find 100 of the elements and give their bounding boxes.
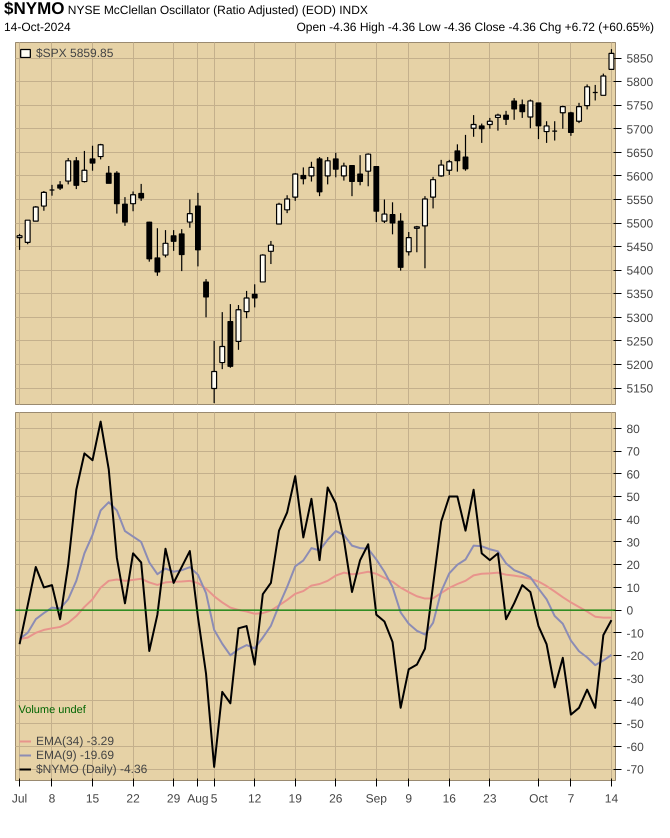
candlestick (470, 114, 477, 138)
candlestick (519, 98, 526, 119)
x-tick-label: 22 (126, 792, 140, 806)
candlestick (527, 98, 534, 129)
legend-label: EMA(34) -3.29 (36, 734, 114, 748)
candlestick (16, 233, 23, 250)
x-tick-label: Jul (12, 792, 28, 806)
candlestick (365, 152, 372, 187)
candlestick (106, 165, 112, 184)
candlestick (276, 202, 282, 225)
y-tick-label: 5800 (626, 75, 654, 90)
candlestick (536, 102, 542, 140)
y-tick-label: 10 (626, 580, 640, 595)
candlestick (381, 198, 388, 224)
candlestick (81, 150, 88, 184)
candlestick (219, 312, 226, 370)
candlestick (24, 220, 31, 245)
candlestick (211, 340, 218, 404)
candlestick (552, 120, 558, 142)
candlestick (40, 190, 47, 212)
candlestick (560, 105, 566, 130)
x-tick-label: 7 (568, 792, 575, 806)
x-tick-label: 29 (166, 792, 181, 806)
candlestick (122, 196, 128, 226)
x-tick-label: 5 (210, 792, 218, 806)
x-tick-label: 8 (48, 792, 56, 806)
candlestick (130, 190, 136, 212)
y-tick-label: 30 (626, 535, 640, 550)
legend-label: $SPX 5859.85 (36, 46, 114, 60)
x-tick-label: 16 (442, 792, 456, 806)
y-tick-label: 5150 (626, 382, 654, 396)
y-tick-label: 0 (626, 604, 634, 618)
candlestick (292, 172, 298, 202)
x-tick-label: Sep (366, 792, 388, 806)
candlestick (462, 134, 468, 172)
candlestick (414, 225, 420, 253)
candlestick (186, 198, 193, 228)
y-tick-label: 5400 (626, 264, 654, 278)
candlestick (406, 231, 412, 256)
candlestick (390, 202, 396, 235)
candlestick (454, 144, 460, 172)
y-tick-label: 5650 (626, 146, 654, 160)
y-tick-label: 5850 (626, 52, 654, 66)
candlestick (584, 84, 590, 110)
y-tick-label: -40 (626, 694, 644, 708)
candlestick (178, 228, 185, 272)
candlestick (430, 176, 436, 210)
y-tick-label: 5600 (626, 169, 654, 184)
y-tick-label: 80 (626, 422, 640, 436)
x-tick-label: 26 (329, 792, 343, 806)
chart-subtitle: NYSE McClellan Oscillator (Ratio Adjusted) (EOD) INDX (68, 3, 368, 17)
candlestick (494, 113, 501, 132)
candlestick (65, 157, 72, 185)
candlestick (592, 84, 598, 102)
candlestick (170, 230, 177, 252)
candlestick (486, 117, 493, 130)
candlestick (252, 284, 258, 308)
y-tick-label: 5500 (626, 216, 654, 231)
annotation: Volume undef (18, 704, 87, 716)
candlestick (511, 98, 518, 120)
candlestick (332, 152, 339, 178)
candlestick (576, 102, 582, 124)
candlestick (300, 166, 306, 185)
candlestick (244, 290, 250, 319)
y-tick-label: 5450 (626, 240, 654, 254)
y-tick-label: 20 (626, 558, 640, 572)
y-tick-label: 50 (626, 490, 640, 504)
y-tick-label: 5750 (626, 98, 654, 113)
candlestick (568, 111, 574, 136)
y-tick-label: 5250 (626, 334, 654, 348)
y-tick-label: 5300 (626, 310, 654, 325)
line-series (18, 501, 612, 666)
y-tick-label: -20 (626, 649, 644, 664)
candlestick (138, 183, 144, 202)
candlestick (446, 159, 452, 176)
candlestick (268, 240, 274, 265)
x-tick-label: 23 (483, 792, 497, 806)
candlestick (154, 228, 160, 276)
candlestick (324, 156, 331, 185)
y-tick-label: 5550 (626, 192, 654, 207)
y-tick-label: 40 (626, 512, 640, 527)
candlestick (600, 73, 606, 96)
candlestick (544, 120, 550, 144)
line-series (18, 570, 612, 640)
y-tick-label: -50 (626, 717, 644, 732)
candlestick (98, 143, 104, 160)
legend-label: EMA(9) -19.69 (36, 748, 114, 762)
y-tick-label: -10 (626, 626, 644, 640)
x-tick-label: 14 (604, 792, 618, 806)
candlestick (308, 161, 314, 182)
legend-label: $NYMO (Daily) -4.36 (36, 762, 148, 776)
text: Open -4.36 High -4.36 Low -4.36 Close -4.36 Chg +6.72 (+60.65%) (296, 19, 654, 35)
y-tick-label: 70 (626, 444, 640, 459)
y-tick-label: 5200 (626, 358, 654, 372)
candlestick (284, 194, 290, 214)
y-tick-label: 60 (626, 467, 640, 482)
x-tick-label: Oct (529, 792, 548, 806)
candlestick (90, 145, 96, 172)
y-tick-label: -60 (626, 740, 644, 754)
x-tick-label: 12 (248, 792, 262, 806)
